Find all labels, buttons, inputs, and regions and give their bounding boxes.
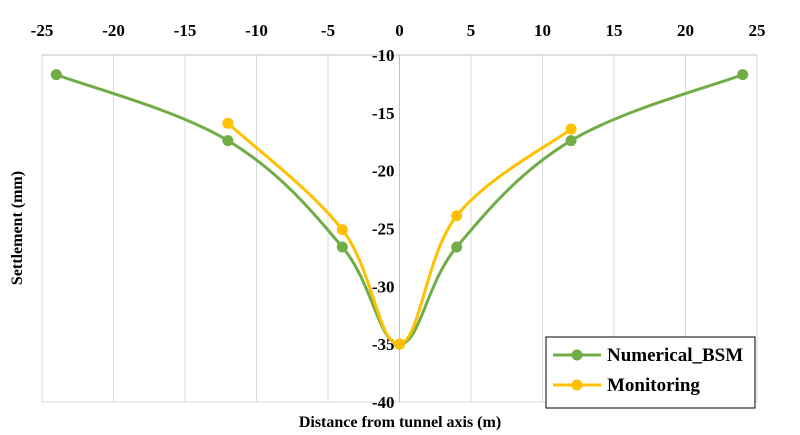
x-tick-label: -15 xyxy=(174,21,197,40)
y-tick-label: -10 xyxy=(372,46,395,65)
legend-swatch-marker xyxy=(571,349,583,361)
x-tick-labels: -25 -20 -15 -10 -5 0 5 10 15 20 25 xyxy=(31,21,766,40)
x-tick-label: 0 xyxy=(395,21,404,40)
y-tick-label: -20 xyxy=(372,162,395,181)
y-tick-labels: -10-15-20-25-30-35-40 xyxy=(372,46,395,412)
data-point xyxy=(737,69,749,81)
data-point xyxy=(565,123,577,135)
data-point xyxy=(451,241,463,253)
x-tick-label: -10 xyxy=(245,21,268,40)
x-tick-label: -25 xyxy=(31,21,54,40)
data-point xyxy=(565,135,577,147)
data-point xyxy=(451,210,463,222)
x-tick-label: 10 xyxy=(534,21,551,40)
x-tick-label: -20 xyxy=(102,21,125,40)
legend: Numerical_BSM Monitoring xyxy=(545,336,756,409)
legend-item: Numerical_BSM xyxy=(553,345,743,366)
data-point xyxy=(50,69,62,81)
data-point xyxy=(222,117,234,129)
legend-box xyxy=(545,336,756,409)
legend-label: Monitoring xyxy=(607,375,700,396)
y-tick-label: -40 xyxy=(372,393,395,412)
y-tick-label: -30 xyxy=(372,277,395,296)
legend-item: Monitoring xyxy=(553,375,700,396)
legend-label: Numerical_BSM xyxy=(607,345,743,366)
legend-swatch-marker xyxy=(571,379,583,391)
data-point xyxy=(222,135,234,147)
x-tick-label: 20 xyxy=(677,21,694,40)
data-point xyxy=(336,224,348,236)
x-tick-label: -5 xyxy=(321,21,335,40)
series xyxy=(50,69,749,350)
x-tick-label: 5 xyxy=(467,21,476,40)
data-point xyxy=(394,338,405,350)
data-point xyxy=(336,241,348,253)
y-tick-label: -15 xyxy=(372,104,395,123)
x-tick-label: 15 xyxy=(606,21,623,40)
x-tick-label: 25 xyxy=(749,21,766,40)
y-axis-title: Settlement (mm) xyxy=(9,171,26,285)
y-tick-label: -25 xyxy=(372,220,395,239)
series-monitoring xyxy=(222,117,577,350)
x-axis-title: Distance from tunnel axis (m) xyxy=(299,414,501,431)
